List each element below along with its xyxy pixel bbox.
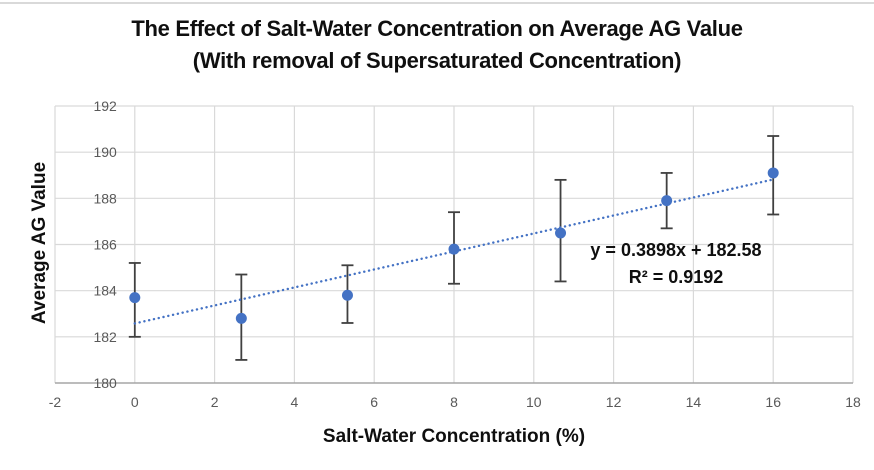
y-tick-label: 188: [93, 190, 117, 206]
y-tick-label: 180: [93, 375, 117, 391]
trendline-r-squared: R² = 0.9192: [628, 267, 724, 287]
x-tick-label: 12: [606, 394, 622, 410]
x-axis-title: Salt-Water Concentration (%): [322, 426, 586, 447]
x-tick-label: 14: [686, 394, 702, 410]
x-tick-label: 2: [211, 394, 219, 410]
chart-title-line1: The Effect of Salt-Water Concentration o…: [131, 16, 743, 41]
y-tick-label: 186: [93, 237, 117, 253]
x-tick-label: -2: [49, 394, 62, 410]
data-point-marker: [661, 195, 673, 207]
x-tick-label: 8: [450, 394, 458, 410]
trendline-equation: y = 0.3898x + 182.58: [590, 240, 762, 260]
data-point-marker: [767, 167, 779, 179]
chart-title: The Effect of Salt-Water Concentration o…: [0, 13, 874, 77]
data-point-marker: [555, 227, 567, 239]
y-tick-label: 184: [93, 283, 117, 299]
x-tick-label: 18: [845, 394, 861, 410]
y-axis-title: Average AG Value: [29, 161, 50, 325]
x-tick-label: 10: [526, 394, 542, 410]
data-point-marker: [341, 289, 353, 301]
chart-top-border: [0, 2, 874, 4]
x-tick-label: 4: [291, 394, 299, 410]
data-point-marker: [129, 292, 141, 304]
trendline-annotation: y = 0.3898x + 182.58 R² = 0.9192: [590, 237, 761, 291]
x-tick-label: 0: [131, 394, 139, 410]
y-tick-label: 192: [93, 98, 117, 114]
data-point-marker: [235, 312, 247, 324]
x-tick-label: 6: [370, 394, 378, 410]
x-tick-label: 16: [765, 394, 781, 410]
y-tick-label: 182: [93, 329, 117, 345]
data-point-marker: [448, 243, 460, 255]
y-tick-label: 190: [93, 144, 117, 160]
chart-title-line2: (With removal of Supersaturated Concentr…: [192, 48, 682, 73]
